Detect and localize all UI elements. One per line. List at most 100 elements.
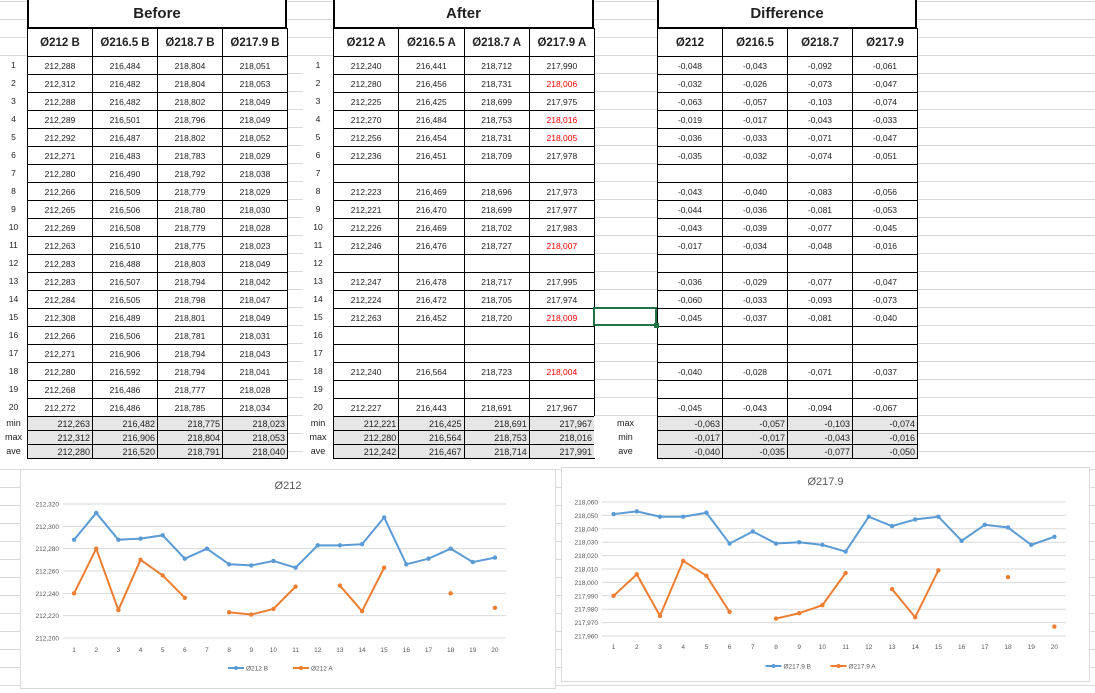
difference-data-cell[interactable]: -0,032 bbox=[657, 74, 723, 93]
difference-data-cell[interactable] bbox=[722, 326, 788, 345]
difference-data-cell[interactable]: -0,040 bbox=[722, 182, 788, 201]
difference-data-cell[interactable]: -0,083 bbox=[787, 182, 853, 201]
before-data-cell[interactable]: 212,266 bbox=[27, 326, 93, 345]
before-data-cell[interactable]: 218,777 bbox=[157, 380, 223, 399]
after-data-cell[interactable]: 217,995 bbox=[528, 272, 595, 291]
difference-data-cell[interactable]: -0,043 bbox=[787, 110, 853, 129]
after-data-cell[interactable] bbox=[528, 164, 595, 183]
after-data-cell[interactable]: 218,696 bbox=[463, 182, 530, 201]
after-data-cell[interactable] bbox=[398, 380, 465, 399]
difference-data-cell[interactable]: -0,053 bbox=[852, 200, 918, 219]
before-summary-cell[interactable]: 212,263 bbox=[27, 416, 93, 431]
before-summary-cell[interactable]: 216,520 bbox=[92, 444, 158, 459]
after-data-cell[interactable]: 217,977 bbox=[528, 200, 595, 219]
after-data-cell[interactable]: 216,476 bbox=[398, 236, 465, 255]
before-data-cell[interactable]: 212,265 bbox=[27, 200, 93, 219]
after-summary-cell[interactable]: 218,714 bbox=[463, 444, 530, 459]
before-data-cell[interactable]: 218,041 bbox=[222, 362, 288, 381]
difference-data-cell[interactable] bbox=[787, 254, 853, 273]
difference-data-cell[interactable]: -0,056 bbox=[852, 182, 918, 201]
difference-data-cell[interactable]: -0,045 bbox=[657, 398, 723, 417]
after-summary-cell[interactable]: 218,691 bbox=[463, 416, 530, 431]
before-data-cell[interactable]: 216,482 bbox=[92, 92, 158, 111]
difference-summary-cell[interactable]: -0,043 bbox=[787, 430, 853, 445]
difference-data-cell[interactable]: -0,045 bbox=[657, 308, 723, 327]
difference-data-cell[interactable] bbox=[787, 164, 853, 183]
after-data-cell[interactable]: 218,004 bbox=[528, 362, 595, 381]
after-data-cell[interactable]: 212,240 bbox=[333, 56, 400, 75]
after-data-cell[interactable]: 216,443 bbox=[398, 398, 465, 417]
difference-data-cell[interactable] bbox=[657, 380, 723, 399]
after-data-cell[interactable]: 216,452 bbox=[398, 308, 465, 327]
after-data-cell[interactable] bbox=[463, 344, 530, 363]
difference-data-cell[interactable]: -0,047 bbox=[852, 74, 918, 93]
after-summary-cell[interactable]: 216,564 bbox=[398, 430, 465, 445]
difference-data-cell[interactable]: -0,094 bbox=[787, 398, 853, 417]
after-data-cell[interactable] bbox=[333, 380, 400, 399]
after-data-cell[interactable]: 217,973 bbox=[528, 182, 595, 201]
difference-data-cell[interactable]: -0,067 bbox=[852, 398, 918, 417]
before-data-cell[interactable]: 218,029 bbox=[222, 146, 288, 165]
difference-data-cell[interactable]: -0,047 bbox=[852, 128, 918, 147]
after-data-cell[interactable]: 218,006 bbox=[528, 74, 595, 93]
difference-data-cell[interactable]: -0,029 bbox=[722, 272, 788, 291]
before-data-cell[interactable]: 212,272 bbox=[27, 398, 93, 417]
after-data-cell[interactable]: 216,564 bbox=[398, 362, 465, 381]
after-data-cell[interactable]: 218,709 bbox=[463, 146, 530, 165]
before-data-cell[interactable]: 218,794 bbox=[157, 272, 223, 291]
difference-data-cell[interactable]: -0,081 bbox=[787, 308, 853, 327]
difference-data-cell[interactable] bbox=[852, 254, 918, 273]
after-data-cell[interactable]: 218,007 bbox=[528, 236, 595, 255]
after-data-cell[interactable]: 212,224 bbox=[333, 290, 400, 309]
before-data-cell[interactable]: 218,053 bbox=[222, 74, 288, 93]
before-data-cell[interactable]: 218,051 bbox=[222, 56, 288, 75]
before-data-cell[interactable]: 212,280 bbox=[27, 362, 93, 381]
before-data-cell[interactable]: 218,798 bbox=[157, 290, 223, 309]
before-data-cell[interactable]: 212,266 bbox=[27, 182, 93, 201]
difference-data-cell[interactable]: -0,077 bbox=[787, 218, 853, 237]
before-data-cell[interactable]: 218,804 bbox=[157, 74, 223, 93]
difference-data-cell[interactable] bbox=[722, 380, 788, 399]
after-data-cell[interactable]: 218,009 bbox=[528, 308, 595, 327]
difference-data-cell[interactable] bbox=[852, 326, 918, 345]
after-data-cell[interactable]: 218,691 bbox=[463, 398, 530, 417]
before-data-cell[interactable]: 218,802 bbox=[157, 92, 223, 111]
after-data-cell[interactable]: 217,983 bbox=[528, 218, 595, 237]
after-data-cell[interactable] bbox=[333, 326, 400, 345]
before-data-cell[interactable]: 218,049 bbox=[222, 110, 288, 129]
difference-data-cell[interactable]: -0,044 bbox=[657, 200, 723, 219]
after-data-cell[interactable] bbox=[463, 380, 530, 399]
before-data-cell[interactable]: 218,796 bbox=[157, 110, 223, 129]
after-summary-cell[interactable]: 217,967 bbox=[528, 416, 595, 431]
before-data-cell[interactable]: 216,489 bbox=[92, 308, 158, 327]
before-data-cell[interactable]: 218,783 bbox=[157, 146, 223, 165]
difference-data-cell[interactable]: -0,033 bbox=[722, 128, 788, 147]
after-data-cell[interactable]: 218,016 bbox=[528, 110, 595, 129]
after-data-cell[interactable]: 216,472 bbox=[398, 290, 465, 309]
before-data-cell[interactable]: 216,506 bbox=[92, 326, 158, 345]
after-data-cell[interactable]: 212,221 bbox=[333, 200, 400, 219]
before-summary-cell[interactable]: 218,040 bbox=[222, 444, 288, 459]
before-data-cell[interactable]: 216,507 bbox=[92, 272, 158, 291]
difference-data-cell[interactable]: -0,040 bbox=[657, 362, 723, 381]
before-data-cell[interactable]: 218,047 bbox=[222, 290, 288, 309]
before-data-cell[interactable]: 218,049 bbox=[222, 254, 288, 273]
difference-data-cell[interactable]: -0,033 bbox=[722, 290, 788, 309]
difference-data-cell[interactable] bbox=[852, 380, 918, 399]
before-data-cell[interactable]: 216,592 bbox=[92, 362, 158, 381]
after-data-cell[interactable]: 212,246 bbox=[333, 236, 400, 255]
after-data-cell[interactable]: 217,975 bbox=[528, 92, 595, 111]
after-data-cell[interactable]: 216,484 bbox=[398, 110, 465, 129]
before-data-cell[interactable]: 212,289 bbox=[27, 110, 93, 129]
difference-data-cell[interactable]: -0,028 bbox=[722, 362, 788, 381]
after-data-cell[interactable]: 212,227 bbox=[333, 398, 400, 417]
after-data-cell[interactable] bbox=[398, 344, 465, 363]
difference-data-cell[interactable] bbox=[657, 326, 723, 345]
after-data-cell[interactable]: 212,240 bbox=[333, 362, 400, 381]
before-data-cell[interactable]: 216,488 bbox=[92, 254, 158, 273]
after-data-cell[interactable] bbox=[528, 326, 595, 345]
before-data-cell[interactable]: 216,506 bbox=[92, 200, 158, 219]
before-summary-cell[interactable]: 212,280 bbox=[27, 444, 93, 459]
difference-data-cell[interactable]: -0,093 bbox=[787, 290, 853, 309]
after-summary-cell[interactable]: 212,280 bbox=[333, 430, 400, 445]
